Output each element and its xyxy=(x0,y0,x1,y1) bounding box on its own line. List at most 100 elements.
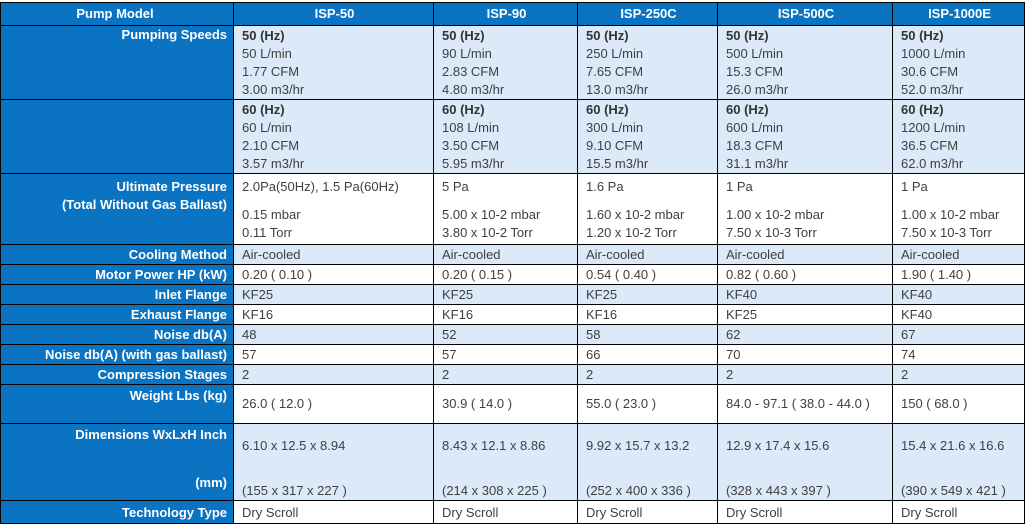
speed-cfm: 2.83 CFM xyxy=(442,64,500,79)
spec-cell: Air-cooled xyxy=(433,244,578,265)
spec-cell: 67 xyxy=(892,324,1025,345)
spec-cell: 6.10 x 12.5 x 8.94 (155 x 317 x 227 ) xyxy=(233,423,434,501)
row-label-noise-ballast: Noise db(A) (with gas ballast) xyxy=(0,344,234,365)
freq-heading: 50 (Hz) xyxy=(726,28,769,43)
cooling-method-row: Cooling Method Air-cooled Air-cooled Air… xyxy=(0,244,1025,265)
model-header-isp-1000e: ISP-1000E xyxy=(892,2,1025,26)
spec-cell: 150 ( 68.0 ) xyxy=(892,384,1025,424)
spec-cell: KF25 xyxy=(433,284,578,305)
row-label-ultimate-pressure: Ultimate Pressure (Total Without Gas Bal… xyxy=(0,173,234,245)
spec-cell: KF16 xyxy=(233,304,434,325)
spec-cell: 2 xyxy=(717,364,893,385)
spec-cell: 52 xyxy=(433,324,578,345)
spec-cell: 1.6 Pa 1.60 x 10-2 mbar 1.20 x 10-2 Torr xyxy=(577,173,718,245)
speed-m3hr: 3.00 m3/hr xyxy=(242,82,305,97)
row-label-cooling-method: Cooling Method xyxy=(0,244,234,265)
spec-cell: 50 (Hz) 50 L/min 1.77 CFM 3.00 m3/hr xyxy=(233,25,434,100)
pressure-mbar: 1.00 x 10-2 mbar xyxy=(726,207,825,222)
model-header-isp-500c: ISP-500C xyxy=(717,2,893,26)
pressure-torr: 1.20 x 10-2 Torr xyxy=(586,225,677,240)
pressure-torr: 0.11 Torr xyxy=(242,225,293,240)
freq-heading: 50 (Hz) xyxy=(442,28,485,43)
spec-cell: KF25 xyxy=(577,284,718,305)
model-header-isp-250c: ISP-250C xyxy=(577,2,718,26)
spec-cell: KF40 xyxy=(892,284,1025,305)
speed-m3hr: 52.0 m3/hr xyxy=(901,82,964,97)
spec-cell: 0.20 ( 0.15 ) xyxy=(433,264,578,285)
spec-cell: 2.0Pa(50Hz), 1.5 Pa(60Hz) 0.15 mbar 0.11… xyxy=(233,173,434,245)
row-label-dimensions: Dimensions WxLxH Inch (mm) xyxy=(0,423,234,501)
speed-cfm: 15.3 CFM xyxy=(726,64,784,79)
spec-cell: 60 (Hz) 60 L/min 2.10 CFM 3.57 m3/hr xyxy=(233,99,434,174)
label-line: (Total Without Gas Ballast) xyxy=(61,197,227,212)
dimensions-inch: 8.43 x 12.1 x 8.86 xyxy=(442,438,546,453)
spec-cell: 8.43 x 12.1 x 8.86 (214 x 308 x 225 ) xyxy=(433,423,578,501)
spec-cell: KF16 xyxy=(577,304,718,325)
spec-cell: 2 xyxy=(433,364,578,385)
pressure-mbar: 5.00 x 10-2 mbar xyxy=(442,207,541,222)
speed-m3hr: 26.0 m3/hr xyxy=(726,82,789,97)
speed-lmin: 250 L/min xyxy=(586,46,644,61)
row-label-inlet-flange: Inlet Flange xyxy=(0,284,234,305)
dimensions-row: Dimensions WxLxH Inch (mm) 6.10 x 12.5 x… xyxy=(0,423,1025,501)
spec-cell: 1 Pa 1.00 x 10-2 mbar 7.50 x 10-3 Torr xyxy=(717,173,893,245)
pumping-speeds-50hz-row: Pumping Speeds 50 (Hz) 50 L/min 1.77 CFM… xyxy=(0,25,1025,100)
dimensions-mm: (155 x 317 x 227 ) xyxy=(242,483,347,498)
row-label-compression-stages: Compression Stages xyxy=(0,364,234,385)
spec-cell: Dry Scroll xyxy=(233,500,434,524)
spec-cell: 50 (Hz) 250 L/min 7.65 CFM 13.0 m3/hr xyxy=(577,25,718,100)
row-label-pumping-speeds: Pumping Speeds xyxy=(0,25,234,100)
row-label-technology-type: Technology Type xyxy=(0,500,234,524)
model-header-isp-50: ISP-50 xyxy=(233,2,434,26)
pressure-mbar: 0.15 mbar xyxy=(242,207,301,222)
speed-cfm: 36.5 CFM xyxy=(901,138,959,153)
speed-m3hr: 13.0 m3/hr xyxy=(586,82,649,97)
header-row: Pump Model ISP-50 ISP-90 ISP-250C ISP-50… xyxy=(0,2,1025,26)
spec-cell: Dry Scroll xyxy=(717,500,893,524)
spec-cell: KF25 xyxy=(233,284,434,305)
noise-ballast-row: Noise db(A) (with gas ballast) 57 57 66 … xyxy=(0,344,1025,365)
dimensions-mm: (214 x 308 x 225 ) xyxy=(442,483,547,498)
spec-cell: Air-cooled xyxy=(717,244,893,265)
spec-cell: 9.92 x 15.7 x 13.2 (252 x 400 x 336 ) xyxy=(577,423,718,501)
pressure-mbar: 1.00 x 10-2 mbar xyxy=(901,207,1000,222)
row-label-noise: Noise db(A) xyxy=(0,324,234,345)
spec-cell: 58 xyxy=(577,324,718,345)
dimensions-inch: 15.4 x 21.6 x 16.6 xyxy=(901,438,1005,453)
spec-cell: KF40 xyxy=(892,304,1025,325)
spec-cell: KF40 xyxy=(717,284,893,305)
spec-cell: 26.0 ( 12.0 ) xyxy=(233,384,434,424)
freq-heading: 60 (Hz) xyxy=(901,102,944,117)
weight-row: Weight Lbs (kg) 26.0 ( 12.0 ) 30.9 ( 14.… xyxy=(0,384,1025,424)
dimensions-mm: (252 x 400 x 336 ) xyxy=(586,483,691,498)
speed-lmin: 1200 L/min xyxy=(901,120,966,135)
dimensions-mm: (390 x 549 x 421 ) xyxy=(901,483,1006,498)
spec-cell: 50 (Hz) 90 L/min 2.83 CFM 4.80 m3/hr xyxy=(433,25,578,100)
spec-cell: 5 Pa 5.00 x 10-2 mbar 3.80 x 10-2 Torr xyxy=(433,173,578,245)
pressure-torr: 7.50 x 10-3 Torr xyxy=(901,225,992,240)
spec-cell: 55.0 ( 23.0 ) xyxy=(577,384,718,424)
dimensions-mm: (328 x 443 x 397 ) xyxy=(726,483,831,498)
speed-m3hr: 31.1 m3/hr xyxy=(726,156,789,171)
pressure-torr: 7.50 x 10-3 Torr xyxy=(726,225,817,240)
pressure-pa: 1 Pa xyxy=(726,179,753,194)
spec-cell: 1 Pa 1.00 x 10-2 mbar 7.50 x 10-3 Torr xyxy=(892,173,1025,245)
spec-cell: Air-cooled xyxy=(233,244,434,265)
spec-cell: 66 xyxy=(577,344,718,365)
spec-cell: 2 xyxy=(892,364,1025,385)
spec-cell: Air-cooled xyxy=(892,244,1025,265)
row-label-empty xyxy=(0,99,234,174)
spec-cell: Air-cooled xyxy=(577,244,718,265)
spec-cell: KF16 xyxy=(433,304,578,325)
speed-cfm: 1.77 CFM xyxy=(242,64,300,79)
speed-cfm: 3.50 CFM xyxy=(442,138,500,153)
spec-cell: 60 (Hz) 108 L/min 3.50 CFM 5.95 m3/hr xyxy=(433,99,578,174)
spec-cell: 30.9 ( 14.0 ) xyxy=(433,384,578,424)
spec-cell: 57 xyxy=(233,344,434,365)
motor-power-row: Motor Power HP (kW) 0.20 ( 0.10 ) 0.20 (… xyxy=(0,264,1025,285)
speed-lmin: 300 L/min xyxy=(586,120,644,135)
pressure-mbar: 1.60 x 10-2 mbar xyxy=(586,207,685,222)
spec-cell: 48 xyxy=(233,324,434,345)
spec-cell: Dry Scroll xyxy=(892,500,1025,524)
